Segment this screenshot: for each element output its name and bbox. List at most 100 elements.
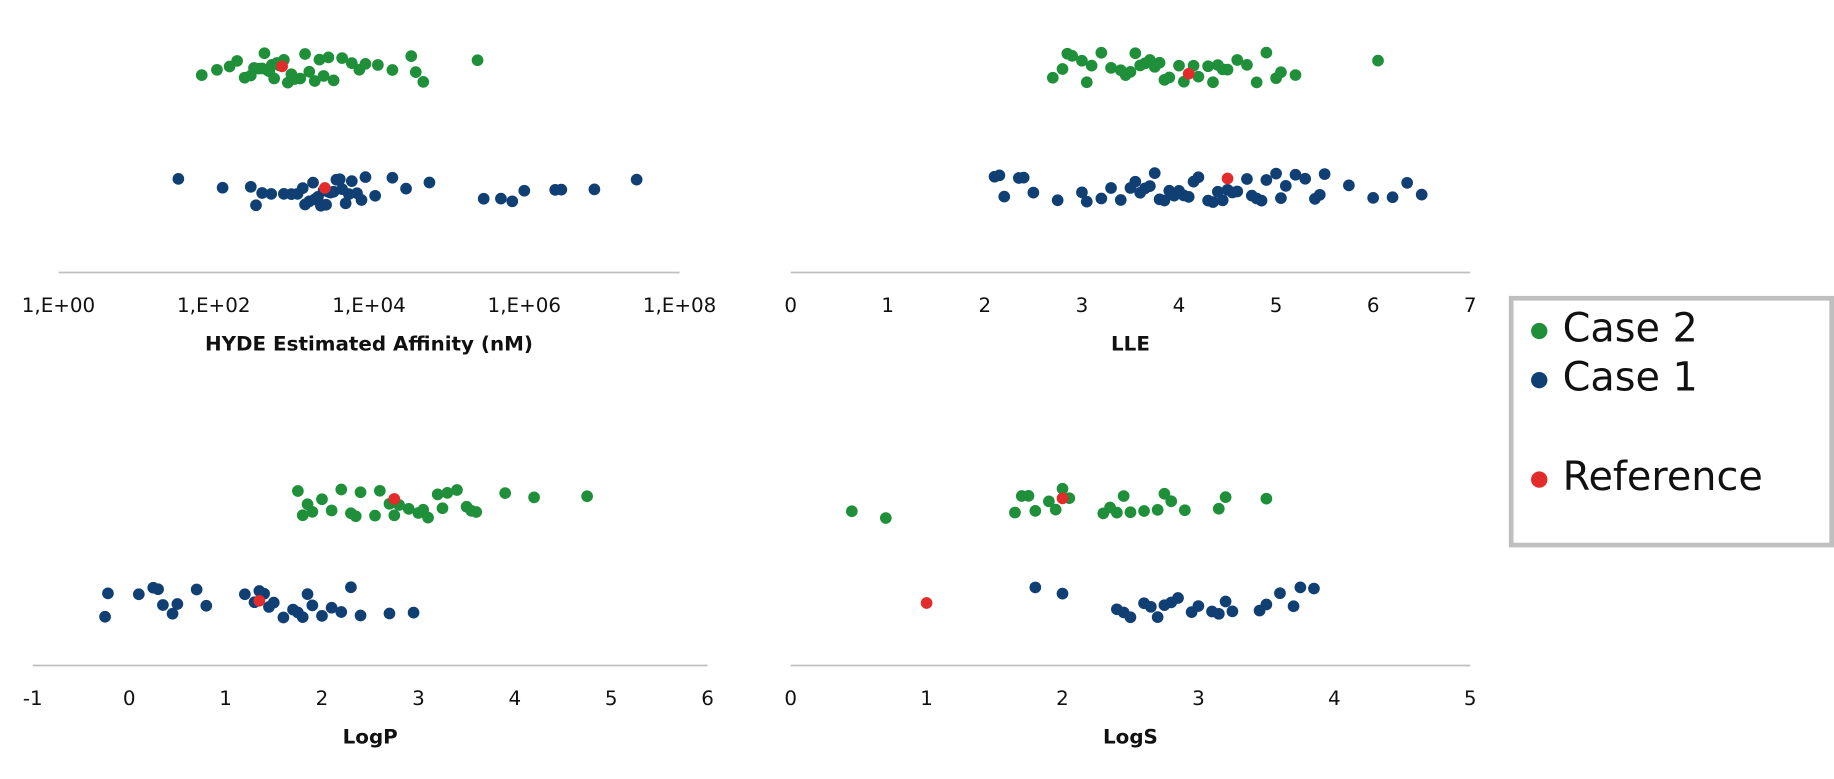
x-tick-label: 3	[1076, 294, 1089, 317]
data-point	[1163, 71, 1176, 84]
data-point	[345, 581, 357, 594]
x-tick-label: 1,E+06	[488, 294, 561, 317]
data-point	[301, 588, 314, 600]
data-point	[1085, 59, 1098, 72]
data-point	[256, 187, 268, 199]
data-point	[402, 503, 415, 515]
data-point	[1056, 63, 1069, 75]
data-point	[1274, 587, 1286, 600]
data-point	[1095, 192, 1108, 205]
data-point	[495, 192, 507, 205]
data-point	[436, 502, 449, 515]
x-tick-label: 6	[1367, 294, 1380, 317]
data-point	[1027, 186, 1040, 199]
data-point	[1343, 179, 1355, 192]
data-point	[1172, 592, 1184, 604]
x-tick-label: 3	[412, 687, 425, 710]
data-point	[1207, 196, 1219, 208]
data-point	[307, 176, 319, 189]
data-point	[1124, 65, 1137, 78]
data-point	[1287, 600, 1300, 613]
data-point	[349, 510, 362, 523]
data-point	[99, 610, 111, 623]
data-point	[308, 75, 321, 87]
data-point	[1017, 171, 1030, 184]
x-tick-label: 1	[881, 294, 894, 317]
data-point	[1216, 194, 1229, 207]
data-point	[244, 180, 257, 193]
data-point	[319, 182, 331, 194]
legend-marker	[1531, 322, 1548, 340]
data-point	[1207, 76, 1219, 89]
data-point	[1095, 46, 1108, 59]
legend-marker	[1531, 371, 1548, 389]
data-point	[879, 512, 892, 524]
data-point	[1275, 66, 1287, 79]
data-point	[1289, 168, 1302, 181]
data-point	[335, 483, 348, 496]
data-point	[1129, 47, 1142, 60]
data-point	[405, 50, 418, 62]
data-point	[359, 171, 372, 183]
data-point	[1124, 506, 1137, 519]
data-point	[1105, 182, 1117, 194]
data-point	[1367, 192, 1380, 204]
data-point	[1260, 174, 1273, 186]
data-point	[409, 66, 422, 78]
data-point	[171, 598, 184, 610]
data-point	[166, 607, 179, 620]
x-tick-label: 0	[784, 294, 797, 317]
data-point	[1219, 491, 1232, 503]
data-point	[1173, 59, 1185, 72]
data-point	[581, 490, 593, 503]
x-tick-label: -1	[23, 687, 43, 710]
data-point	[383, 607, 396, 620]
data-point	[1029, 581, 1042, 594]
data-point	[1260, 598, 1273, 611]
data-point	[1151, 611, 1164, 624]
data-point	[1313, 188, 1326, 201]
x-tick-label: 6	[701, 687, 714, 710]
data-point	[1279, 180, 1292, 192]
x-tick-label: 2	[316, 687, 329, 710]
data-point	[1182, 191, 1195, 203]
data-point	[306, 505, 319, 518]
x-tick-label: 0	[123, 687, 136, 710]
data-point	[1260, 46, 1273, 59]
data-point	[588, 183, 601, 196]
data-point	[320, 198, 332, 211]
x-tick-label: 4	[1173, 294, 1186, 317]
legend-label: Reference	[1563, 454, 1763, 500]
data-point	[195, 69, 208, 81]
data-point	[1129, 175, 1142, 188]
data-point	[325, 504, 338, 517]
data-point	[369, 509, 381, 522]
data-point	[1289, 69, 1302, 81]
data-point	[422, 511, 434, 524]
data-point	[172, 173, 185, 185]
data-point	[417, 76, 430, 88]
data-point	[431, 488, 444, 501]
data-point	[1226, 605, 1239, 618]
data-point	[388, 493, 401, 505]
data-point	[1117, 490, 1130, 502]
x-tick-label: 4	[1328, 687, 1341, 710]
data-point	[299, 48, 311, 60]
legend-box	[1508, 295, 1834, 548]
legend-label: Case 2	[1563, 306, 1698, 352]
data-point	[250, 199, 262, 212]
data-point	[1029, 505, 1042, 517]
data-point	[359, 57, 372, 70]
data-point	[267, 596, 280, 609]
data-point	[1111, 506, 1123, 519]
data-point	[1192, 70, 1205, 83]
data-point	[1051, 194, 1064, 207]
data-point	[1056, 492, 1069, 505]
data-point	[1158, 194, 1171, 207]
data-point	[336, 52, 348, 64]
data-point	[316, 493, 328, 506]
data-point	[993, 169, 1006, 182]
data-point	[268, 72, 281, 85]
legend-label: Case 1	[1563, 355, 1698, 401]
x-tick-label: 4	[508, 687, 521, 710]
